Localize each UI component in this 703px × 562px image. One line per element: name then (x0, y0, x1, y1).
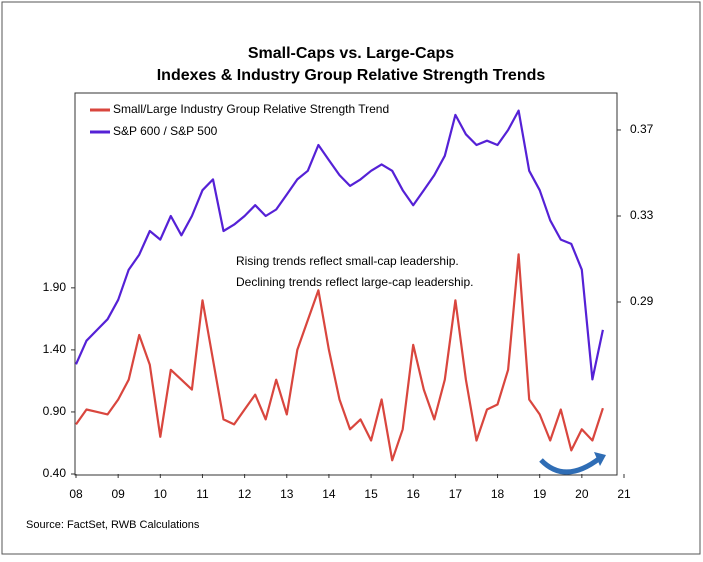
source: Source: FactSet, RWB Calculations (26, 519, 200, 531)
annotation: Rising trends reflect small-cap leadersh… (236, 254, 459, 268)
legend-label: S&P 600 / S&P 500 (113, 124, 218, 138)
x-tick-label: 21 (617, 487, 631, 501)
x-tick-label: 15 (364, 487, 378, 501)
x-tick-label: 10 (154, 487, 168, 501)
arrow (539, 456, 602, 475)
legend-label: Small/Large Industry Group Relative Stre… (113, 102, 389, 116)
series-line (74, 109, 604, 381)
annotation: Declining trends reflect large-cap leade… (236, 275, 473, 289)
x-tick-label: 17 (449, 487, 463, 501)
chart-subtitle: Indexes & Industry Group Relative Streng… (157, 67, 546, 84)
x-tick-label: 08 (69, 487, 83, 501)
chart-title: Small-Caps vs. Large-Caps (248, 45, 454, 62)
x-tick-label: 14 (322, 487, 336, 501)
y2-tick-label: 0.29 (630, 294, 654, 308)
y2-tick-label: 0.33 (630, 208, 654, 222)
x-tick-label: 12 (238, 487, 252, 501)
x-tick-label: 18 (491, 487, 505, 501)
x-tick-label: 09 (111, 487, 125, 501)
y-tick-label: 1.90 (43, 280, 67, 294)
x-tick-label: 13 (280, 487, 294, 501)
x-tick-label: 11 (196, 487, 209, 501)
y-tick-label: 0.90 (43, 404, 67, 418)
x-tick-label: 16 (407, 487, 421, 501)
y-tick-label: 0.40 (43, 466, 67, 480)
x-tick-label: 19 (533, 487, 547, 501)
series-line (75, 253, 604, 462)
y-tick-label: 1.40 (43, 342, 67, 356)
y2-tick-label: 0.37 (630, 122, 654, 136)
x-tick-label: 20 (575, 487, 589, 501)
arrow-head (594, 452, 606, 466)
plot-frame (74, 92, 618, 476)
